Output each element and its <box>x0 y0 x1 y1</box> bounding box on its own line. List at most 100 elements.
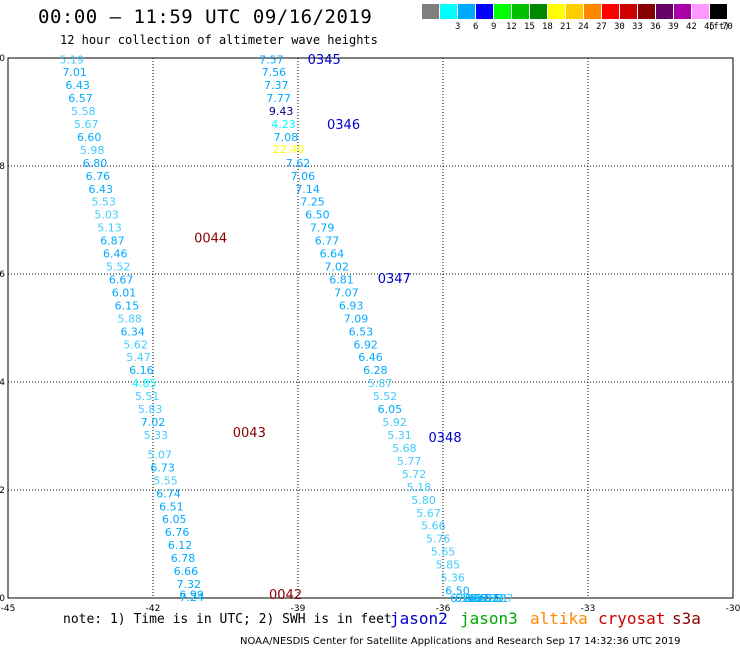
legend-label: 39 <box>668 22 679 32</box>
swh-value: 6.46 <box>103 248 128 261</box>
swh-value: 5.18 <box>407 481 432 494</box>
swh-value: 5.31 <box>387 429 412 442</box>
pass-time-label: 0043 <box>233 426 266 441</box>
swh-value: 5.58 <box>71 105 96 118</box>
swh-value: 6.16 <box>455 592 480 605</box>
legend-label: 45 <box>704 22 715 32</box>
swh-value: 9.43 <box>269 105 294 118</box>
swh-value: 6.43 <box>89 183 114 196</box>
y-tick-label: 0 <box>0 594 5 604</box>
swh-value: 6.57 <box>68 92 93 105</box>
swh-value: 7.62 <box>286 157 311 170</box>
legend-swatch <box>620 4 637 19</box>
pass-time-label: 0042 <box>269 588 302 603</box>
swh-value: 6.01 <box>112 286 137 299</box>
axis-labels: -45 -42 -39 -36 -33 -30 0 2 4 6 8 10 <box>0 54 740 614</box>
legend-swatch <box>512 4 529 19</box>
map-title: 00:00 – 11:59 UTC 09/16/2019 <box>38 6 373 28</box>
swh-value: 6.15 <box>115 299 140 312</box>
swh-value: 6.43 <box>65 79 90 92</box>
swh-value: 6.66 <box>174 565 199 578</box>
y-tick-label: 2 <box>0 486 5 496</box>
swh-value: 5.13 <box>97 222 122 235</box>
swh-value: 6.99 <box>179 588 204 601</box>
legend-label: 21 <box>560 22 571 32</box>
swh-value: 6.78 <box>171 552 196 565</box>
swh-value: 7.07 <box>334 286 359 299</box>
swh-value: 6.87 <box>100 235 125 248</box>
note-text: note: 1) Time is in UTC; 2) SWH is in fe… <box>63 612 392 627</box>
y-tick-label: 4 <box>0 378 5 388</box>
satellite-jason2: jason2 <box>390 609 448 628</box>
swh-value: 7.14 <box>295 183 320 196</box>
legend-swatch <box>692 4 709 19</box>
swh-value: 5.85 <box>436 559 461 572</box>
legend-swatch <box>440 4 457 19</box>
legend-label: 9 <box>491 22 497 32</box>
swh-value: 5.33 <box>144 429 169 442</box>
pass-time-label: 0346 <box>327 118 360 133</box>
swh-value: 5.72 <box>402 468 427 481</box>
swh-value: 6.51 <box>159 500 184 513</box>
swh-value: 5.03 <box>94 209 119 222</box>
legend-swatch <box>656 4 673 19</box>
swh-value: 5.92 <box>382 416 407 429</box>
legend-swatch <box>674 4 691 19</box>
legend-label: 33 <box>632 22 643 32</box>
legend-label: 15 <box>524 22 535 32</box>
swh-value: 6.76 <box>86 170 111 183</box>
swh-value: 5.98 <box>80 144 105 157</box>
track-east: 7.577.567.377.779.434.237.0822.407.627.0… <box>259 53 513 605</box>
swh-value: 7.02 <box>324 261 349 274</box>
swh-value: 5.76 <box>426 533 451 546</box>
pass-time-label: 0347 <box>378 272 411 287</box>
swh-value: 6.93 <box>339 299 364 312</box>
swh-value: 5.19 <box>60 54 85 67</box>
swh-value: 7.37 <box>264 79 289 92</box>
footer-credit: NOAA/NESDIS Center for Satellite Applica… <box>240 636 681 647</box>
legend-swatch <box>494 4 511 19</box>
legend-swatch <box>476 4 493 19</box>
swh-value: 5.65 <box>431 546 456 559</box>
swh-value: 6.33 <box>479 592 504 605</box>
swh-value: 6.34 <box>120 325 145 338</box>
swh-value: 6.28 <box>363 364 388 377</box>
swh-value: 6.12 <box>168 539 193 552</box>
swh-value: 5.87 <box>368 377 393 390</box>
swh-value: 5.52 <box>373 390 398 403</box>
swh-value: 6.92 <box>353 338 378 351</box>
swh-value: 5.51 <box>135 390 160 403</box>
swh-value: 7.79 <box>310 222 335 235</box>
legend-swatch <box>530 4 547 19</box>
pass-time-label: 0348 <box>429 431 462 446</box>
swh-value: 5.80 <box>411 494 436 507</box>
swh-value: 5.66 <box>421 520 446 533</box>
legend-label: 36 <box>650 22 661 32</box>
satellite-jason3: jason3 <box>460 609 518 628</box>
swh-value: 5.87 <box>489 592 514 605</box>
swh-value: 6.17 <box>465 592 490 605</box>
swh-value: 6.74 <box>156 487 181 500</box>
y-tick-label: 6 <box>0 270 5 280</box>
swh-value: 6.73 <box>150 461 175 474</box>
legend-swatch <box>584 4 601 19</box>
swh-value: 6.51 <box>469 592 494 605</box>
satellite-s3a: s3a <box>672 609 701 628</box>
swh-value: 7.06 <box>291 170 316 183</box>
satellite-cryosat: cryosat <box>598 609 666 628</box>
legend-label: 6 <box>473 22 479 32</box>
swh-value: 4.23 <box>271 118 296 131</box>
swh-value: 7.24 <box>179 591 204 604</box>
swh-value: 5.88 <box>118 312 143 325</box>
legend-label: 12 <box>506 22 517 32</box>
swh-value: 6.60 <box>77 131 102 144</box>
swh-value: 6.67 <box>109 273 134 286</box>
swh-value: 5.55 <box>153 474 178 487</box>
legend-swatch <box>422 4 439 19</box>
swh-value: 6.80 <box>83 157 108 170</box>
swh-value: 5.68 <box>392 442 417 455</box>
map-subtitle: 12 hour collection of altimeter wave hei… <box>60 33 378 47</box>
swh-value: 6.51 <box>484 592 509 605</box>
swh-value: 6.46 <box>358 351 383 364</box>
